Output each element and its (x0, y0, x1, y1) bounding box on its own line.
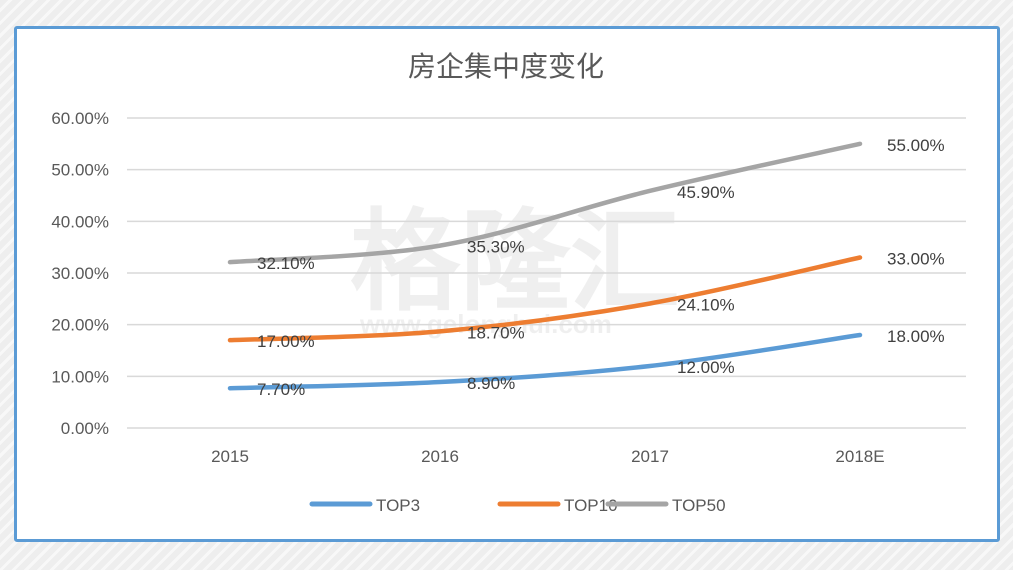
y-tick-label: 30.00% (51, 264, 109, 283)
y-tick-label: 10.00% (51, 367, 109, 386)
y-tick-label: 20.00% (51, 316, 109, 335)
x-tick-label: 2015 (211, 447, 249, 466)
data-label: 18.70% (467, 323, 525, 342)
chart-title: 房企集中度变化 (408, 50, 604, 83)
legend-label: TOP3 (376, 496, 420, 515)
series-line-top50 (227, 141, 863, 265)
data-label: 18.00% (887, 327, 945, 346)
data-label: 17.00% (257, 332, 315, 351)
data-label: 8.90% (467, 374, 515, 393)
y-tick-label: 40.00% (51, 212, 109, 231)
data-label: 32.10% (257, 254, 315, 273)
y-tick-label: 0.00% (61, 419, 109, 438)
legend-label: TOP50 (672, 496, 726, 515)
series-line-top3 (227, 332, 863, 391)
data-label: 35.30% (467, 238, 525, 257)
x-tick-label: 2016 (421, 447, 459, 466)
legend-label: TOP10 (564, 496, 618, 515)
data-label: 33.00% (887, 250, 945, 269)
series-line-top10 (227, 255, 863, 343)
y-tick-label: 50.00% (51, 161, 109, 180)
x-tick-label: 2017 (631, 447, 669, 466)
data-label: 24.10% (677, 295, 735, 314)
data-label: 45.90% (677, 183, 735, 202)
chart-panel (14, 26, 1000, 542)
data-label: 12.00% (677, 358, 735, 377)
y-tick-label: 60.00% (51, 109, 109, 128)
data-label: 7.70% (257, 380, 305, 399)
data-label: 55.00% (887, 136, 945, 155)
x-tick-label: 2018E (835, 447, 884, 466)
